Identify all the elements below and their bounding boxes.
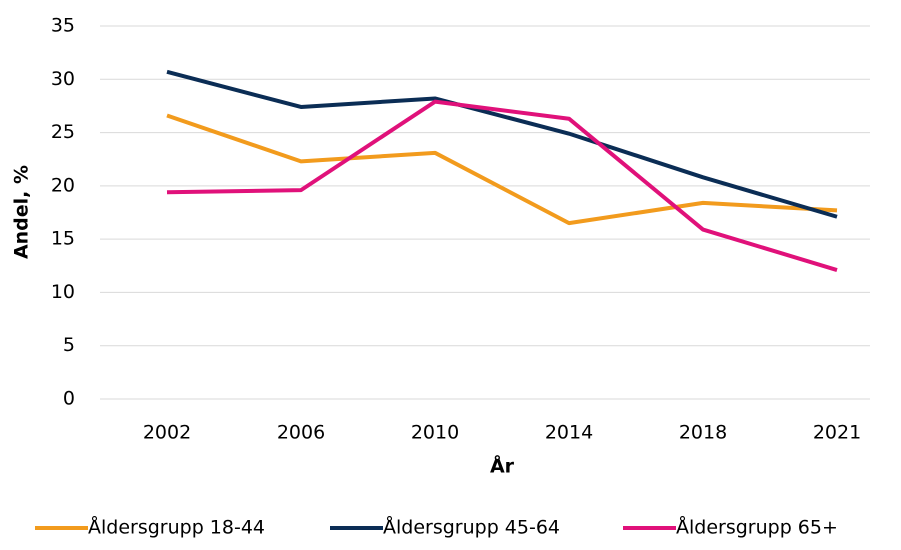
y-tick-label: 35: [51, 15, 75, 37]
legend-label: Åldersgrupp 18-44: [88, 516, 265, 539]
y-tick-label: 25: [51, 121, 75, 143]
legend-label: Åldersgrupp 65+: [676, 516, 838, 539]
y-tick-label: 15: [51, 228, 75, 250]
x-axis-label: År: [490, 454, 515, 478]
y-axis-label: Andel, %: [11, 165, 33, 259]
line-series: [166, 99, 838, 272]
x-tick-label: 2014: [545, 422, 593, 444]
x-tick-label: 2002: [143, 422, 191, 444]
y-tick-label: 30: [51, 68, 75, 90]
x-tick-label: 2006: [277, 422, 325, 444]
y-tick-label: 20: [51, 174, 75, 196]
y-tick-label: 10: [51, 281, 75, 303]
x-tick-label: 2018: [679, 422, 727, 444]
line-series: [166, 113, 838, 226]
x-tick-label: 2021: [813, 422, 861, 444]
x-tick-label: 2010: [411, 422, 459, 444]
y-tick-label: 0: [63, 388, 75, 410]
y-tick-label: 5: [63, 334, 75, 356]
legend-label: Åldersgrupp 45-64: [383, 516, 560, 539]
line-series: [166, 69, 838, 219]
